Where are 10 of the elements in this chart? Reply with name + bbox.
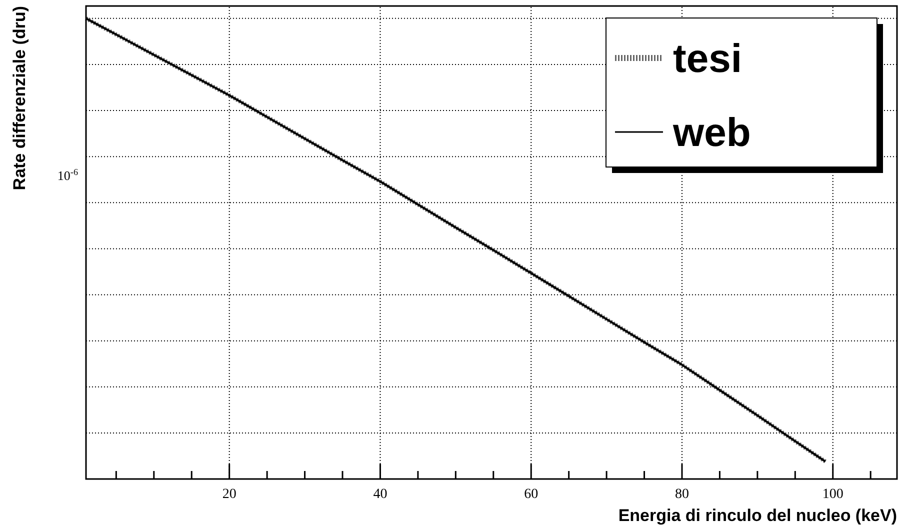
legend-label: tesi bbox=[673, 37, 742, 81]
x-tick-label: 100 bbox=[822, 487, 844, 502]
text: 10$^{-6}$ bbox=[57, 166, 78, 183]
x-tick-label: 20 bbox=[222, 487, 236, 502]
legend-label: web bbox=[672, 111, 751, 155]
y-axis-title: Rate differenziale (dru) bbox=[10, 6, 29, 190]
x-axis-title: Energia di rinculo del nucleo (keV) bbox=[618, 506, 897, 525]
x-tick-label: 60 bbox=[524, 487, 538, 502]
x-tick-label: 80 bbox=[674, 487, 689, 502]
x-tick-label: 40 bbox=[373, 487, 388, 502]
